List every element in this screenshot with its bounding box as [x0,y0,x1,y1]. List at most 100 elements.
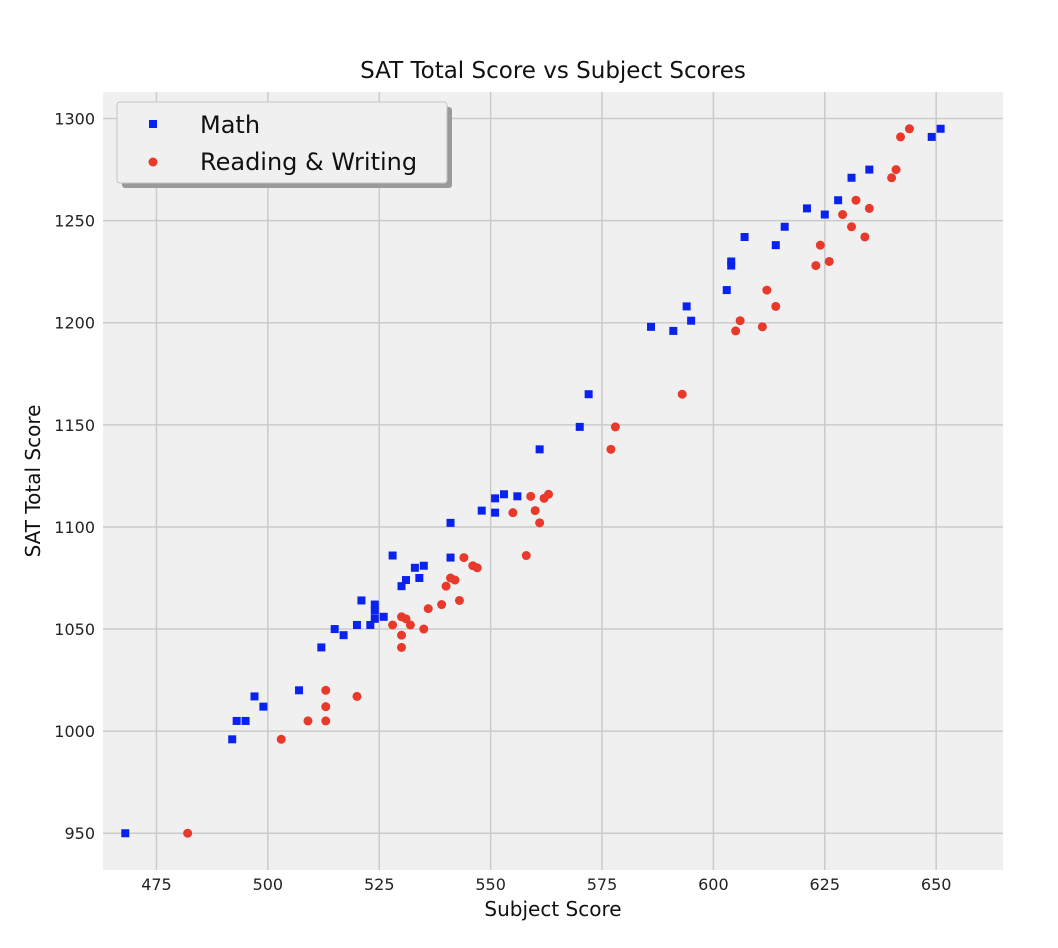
reading-writing-point [459,553,469,563]
math-point [647,322,656,331]
reading-writing-point [437,600,447,610]
reading-writing-point [887,173,897,183]
reading-writing-point [508,508,518,518]
math-point [370,606,379,615]
reading-writing-point [771,301,781,311]
legend: Math Reading & Writing [116,101,452,188]
math-point [352,620,361,629]
reading-writing-point [762,285,772,295]
legend-label-math: Math [200,111,260,139]
x-tick-label: 650 [921,875,952,894]
reading-writing-point [321,685,331,695]
reading-writing-point [904,124,914,134]
reading-writing-point [610,422,620,432]
reading-writing-point [405,620,415,630]
reading-writing-point [811,261,821,271]
math-point [241,716,250,725]
math-point [317,643,326,652]
legend-box [116,101,448,184]
math-point [834,196,843,205]
x-tick-label: 500 [253,875,284,894]
plot-area [103,92,1003,870]
reading-writing-point [276,734,286,744]
math-point [513,492,522,501]
y-tick-label: 950 [64,824,95,843]
y-tick-label: 1000 [54,722,95,741]
math-point [357,596,366,605]
reading-writing-point [735,316,745,326]
legend-label-reading-writing: Reading & Writing [200,148,417,176]
math-point [401,576,410,585]
reading-writing-point [824,256,834,266]
reading-writing-point [731,326,741,336]
y-tick-label: 1300 [54,110,95,129]
reading-writing-point [388,620,398,630]
math-point [410,563,419,572]
math-point [802,204,811,213]
math-point [927,132,936,141]
reading-writing-point [454,595,464,605]
reading-writing-point [321,702,331,712]
reading-writing-point [815,240,825,250]
math-point [936,124,945,133]
math-point [121,829,130,838]
math-point [415,573,424,582]
math-point [687,316,696,325]
math-point [575,422,584,431]
math-point [727,261,736,270]
math-point [847,173,856,182]
math-point [780,222,789,231]
reading-writing-point [441,581,451,591]
reading-writing-point [847,222,857,232]
reading-writing-point [838,210,848,220]
math-point [535,445,544,454]
math-point [477,506,486,515]
series-reading-writing [183,124,914,838]
reading-writing-point [851,195,861,205]
x-tick-label: 475 [141,875,172,894]
reading-writing-point [321,716,331,726]
reading-writing-point [352,691,362,701]
x-axis-label: Subject Score [484,897,621,921]
math-point [397,582,406,591]
x-tick-label: 525 [364,875,395,894]
math-point [446,553,455,562]
axis-ticks: 475 500 525 550 575 600 625 650 950 1000 1050 1100 1… [54,110,951,894]
reading-writing-point [450,575,460,585]
math-point [491,508,500,517]
math-point [722,286,731,295]
chart-title: SAT Total Score vs Subject Scores [360,58,746,84]
math-point [259,702,268,711]
reading-writing-point [891,165,901,175]
x-tick-label: 625 [810,875,841,894]
math-point [228,735,237,744]
reading-writing-point [303,716,313,726]
series-math [121,124,945,838]
reading-writing-point [397,630,407,640]
math-point [232,716,241,725]
reading-writing-point [419,624,429,634]
math-point [388,551,397,560]
math-point [370,600,379,609]
reading-writing-point [606,444,616,454]
y-tick-label: 1050 [54,620,95,639]
legend-marker-math [149,120,157,128]
reading-writing-point [544,489,554,499]
math-point [370,614,379,623]
y-tick-label: 1100 [54,518,95,537]
math-point [379,612,388,621]
reading-writing-point [530,506,540,516]
math-point [491,494,500,503]
reading-writing-point [677,389,687,399]
math-point [682,302,691,311]
math-point [865,165,874,174]
reading-writing-point [896,132,906,142]
reading-writing-point [757,322,767,332]
reading-writing-point [423,604,433,614]
math-point [771,241,780,250]
reading-writing-point [521,551,531,561]
math-point [584,390,593,399]
reading-writing-point [397,642,407,652]
grid-lines [103,92,1003,870]
